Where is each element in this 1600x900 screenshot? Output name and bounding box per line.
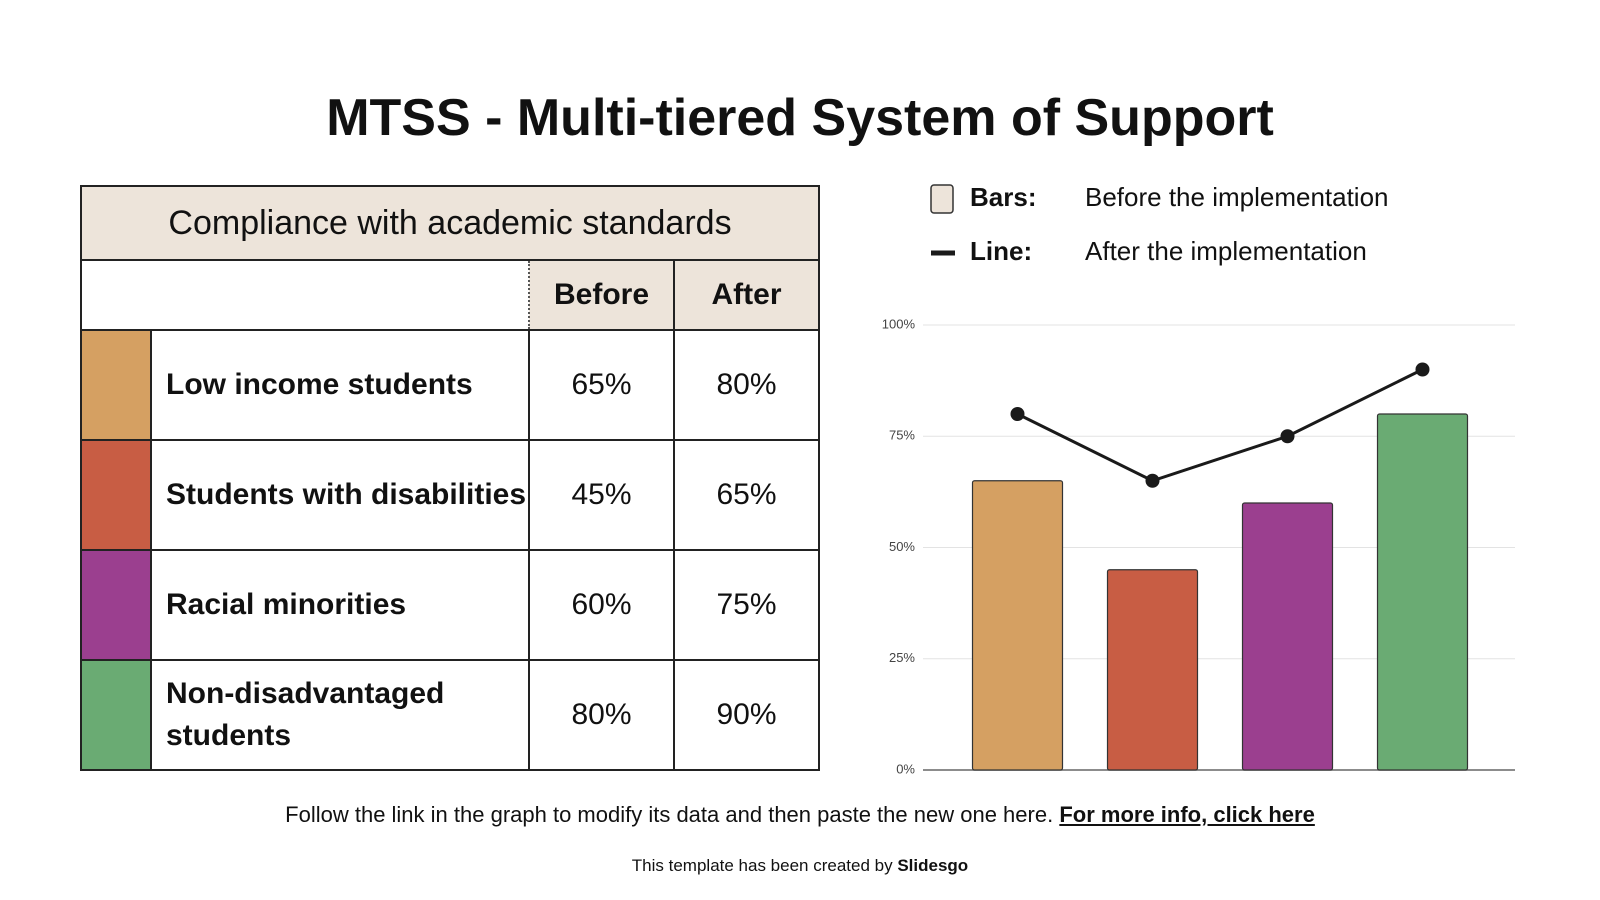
slide-title: MTSS - Multi-tiered System of Support (326, 89, 1274, 147)
table-row: Low income students 65% 80% (80, 329, 820, 441)
row-label: Students with disabilities (150, 439, 530, 551)
cell: 80% (528, 659, 675, 771)
table-heading: Compliance with academic standards (80, 185, 820, 261)
y-tick-label: 25% (889, 650, 915, 665)
cell: 60% (528, 549, 675, 661)
data-table: Compliance with academic standards Befor… (80, 185, 820, 771)
legend-kind: Line: (970, 236, 1032, 266)
cell: 45% (528, 439, 675, 551)
bar (971, 480, 1064, 771)
point (1280, 429, 1295, 444)
cell: 90% (673, 659, 820, 771)
cell: 75% (673, 549, 820, 661)
legend-label: Before the implementation (1085, 182, 1389, 212)
credit-text: This template has been created by (631, 856, 893, 875)
row-label: Low income students (150, 329, 530, 441)
row-swatch (80, 549, 152, 661)
brand: Slidesgo (897, 856, 969, 875)
column-header: After (673, 259, 820, 331)
column-header: Before (528, 259, 675, 331)
bar (1106, 569, 1199, 771)
footer-note: Follow the link in the graph to modify i… (0, 802, 1600, 828)
point (1415, 362, 1430, 377)
legend-kind: Bars: (970, 182, 1036, 212)
cell: 80% (673, 329, 820, 441)
point (1145, 473, 1160, 488)
y-tick-label: 100% (882, 316, 916, 331)
cell: 65% (528, 329, 675, 441)
row-swatch (80, 329, 152, 441)
row-label: Non-disadvantaged students (150, 659, 530, 771)
y-tick-label: 75% (889, 428, 915, 443)
info-link[interactable]: For more info, click here (1059, 802, 1315, 827)
row-swatch (80, 659, 152, 771)
point (1010, 407, 1025, 421)
cell: 65% (673, 439, 820, 551)
credit: This template has been created by Slides… (0, 856, 1600, 876)
line (1016, 368, 1424, 483)
y-tick-label: 0% (896, 761, 915, 776)
note-text: Follow the link in the graph to modify i… (285, 802, 1054, 827)
table-row: Non-disadvantaged students 80% 90% (80, 659, 820, 771)
bar (1376, 413, 1469, 771)
legend-label: After the implementation (1085, 236, 1367, 266)
y-tick-label: 50% (889, 539, 915, 554)
bar (1241, 502, 1334, 771)
legend-swatch (930, 184, 954, 214)
row-swatch (80, 439, 152, 551)
row-label: Racial minorities (150, 549, 530, 661)
table-row: Racial minorities 60% 75% (80, 549, 820, 661)
table-row: Students with disabilities 45% 65% (80, 439, 820, 551)
